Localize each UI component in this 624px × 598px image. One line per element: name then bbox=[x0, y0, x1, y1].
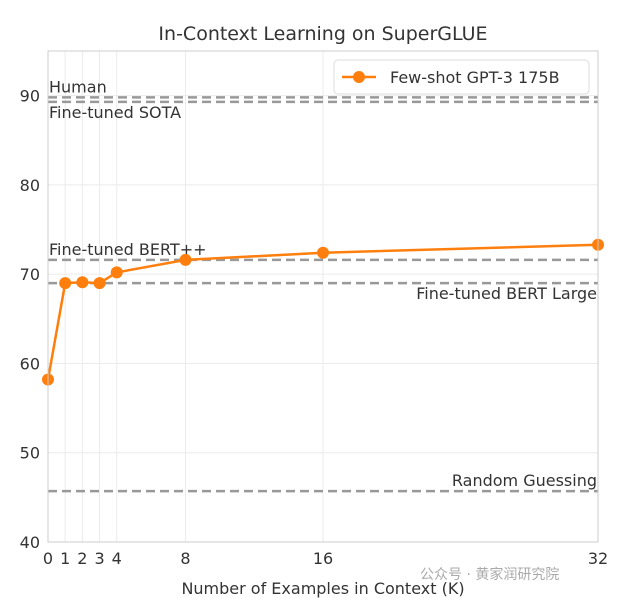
legend-marker bbox=[353, 71, 365, 83]
watermark: 公众号 · 黄家润研究院 bbox=[420, 566, 559, 583]
x-tick-label: 8 bbox=[180, 549, 190, 568]
data-point bbox=[59, 277, 72, 290]
reference-label: Random Guessing bbox=[452, 471, 597, 490]
x-tick-label: 16 bbox=[313, 549, 333, 568]
y-tick-label: 70 bbox=[20, 265, 40, 284]
reference-label: Human bbox=[49, 77, 107, 96]
reference-label: Fine-tuned BERT Large bbox=[416, 284, 597, 303]
x-tick-label: 0 bbox=[43, 549, 53, 568]
x-tick-label: 3 bbox=[94, 549, 104, 568]
data-point bbox=[93, 277, 106, 290]
y-tick-label: 60 bbox=[20, 354, 40, 373]
x-tick-label: 1 bbox=[60, 549, 70, 568]
data-point bbox=[76, 276, 89, 289]
data-point bbox=[317, 246, 329, 259]
x-tick-label: 4 bbox=[112, 549, 122, 568]
data-point bbox=[179, 253, 192, 266]
x-axis-label: Number of Examples in Context (K) bbox=[181, 579, 464, 598]
data-point bbox=[110, 266, 123, 279]
reference-label: Fine-tuned BERT++ bbox=[49, 240, 207, 259]
y-tick-label: 40 bbox=[20, 533, 40, 552]
legend-label: Few-shot GPT-3 175B bbox=[390, 68, 560, 87]
y-tick-label: 50 bbox=[20, 444, 40, 463]
plot-frame bbox=[47, 50, 599, 543]
legend: Few-shot GPT-3 175B bbox=[333, 59, 590, 95]
reference-label: Fine-tuned SOTA bbox=[49, 103, 181, 122]
x-tick-label: 32 bbox=[588, 549, 608, 568]
y-tick-label: 80 bbox=[20, 176, 40, 195]
y-tick-label: 90 bbox=[20, 87, 40, 106]
chart-title: In-Context Learning on SuperGLUE bbox=[158, 23, 487, 45]
x-tick-label: 2 bbox=[77, 549, 87, 568]
